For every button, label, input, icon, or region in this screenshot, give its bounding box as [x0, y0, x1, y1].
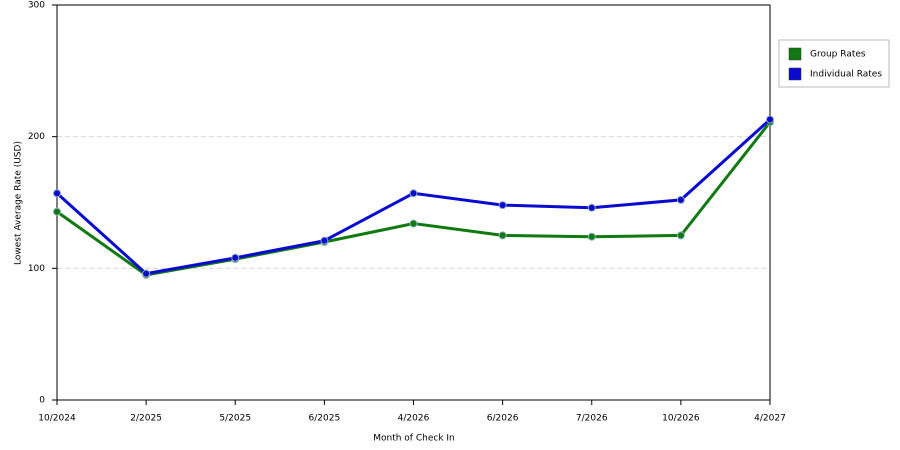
legend-swatch [788, 47, 802, 61]
x-tick-label: 7/2026 [576, 414, 608, 424]
x-axis-label: Month of Check In [373, 434, 455, 444]
point [676, 195, 685, 204]
y-tick-label: 300 [28, 1, 45, 11]
y-tick-label: 100 [28, 264, 45, 274]
legend-swatch [788, 67, 802, 81]
x-tick-label: 6/2026 [487, 414, 519, 424]
x-tick-label: 10/2026 [662, 414, 700, 424]
legend-label: Group Rates [810, 50, 866, 60]
point [587, 203, 596, 212]
point [231, 253, 240, 262]
legend-label: Individual Rates [810, 70, 882, 80]
point [53, 207, 61, 216]
x-tick-label: 10/2024 [38, 414, 76, 424]
series-line [56, 121, 772, 277]
point [587, 232, 596, 241]
point [676, 231, 685, 240]
point [320, 236, 329, 245]
point [409, 219, 418, 228]
x-tick-label: 4/2026 [398, 414, 430, 424]
point [498, 231, 507, 240]
y-tick-label: 200 [28, 132, 45, 142]
x-tick-label: 5/2025 [219, 414, 251, 424]
x-tick-label: 6/2025 [309, 414, 341, 424]
point [498, 201, 507, 210]
x-tick-label: 4/2027 [754, 414, 786, 424]
point [53, 189, 61, 198]
y-tick-label: 0 [39, 396, 45, 406]
point [409, 189, 418, 198]
point [142, 269, 151, 278]
point [766, 115, 774, 124]
x-tick-label: 2/2025 [130, 414, 162, 424]
y-axis-label: Lowest Average Rate (USD) [14, 141, 24, 265]
